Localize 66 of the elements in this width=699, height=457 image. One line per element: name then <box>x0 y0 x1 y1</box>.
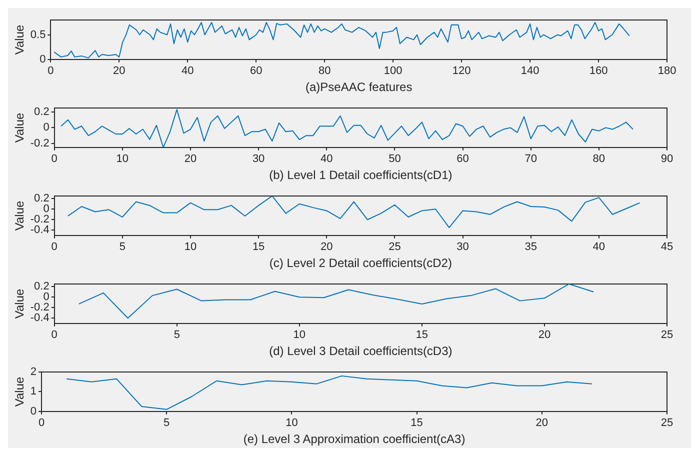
x-tick-label: 20 <box>184 153 197 166</box>
y-tick-label: 0 <box>43 122 50 134</box>
y-tick-label: 0 <box>40 53 46 66</box>
y-tick-label: 0.2 <box>34 280 50 293</box>
x-tick-label: 20 <box>320 241 333 254</box>
x-tick-label: 10 <box>286 417 298 430</box>
x-axis-title: (c) Level 2 Detail coefficients(cD2) <box>269 256 452 270</box>
y-tick-label: 0.5 <box>30 28 46 41</box>
x-tick-label: 120 <box>452 65 471 78</box>
x-tick-label: 35 <box>524 241 537 254</box>
x-tick-label: 140 <box>520 65 540 78</box>
x-tick-label: 30 <box>252 153 265 166</box>
x-axis-title: (d) Level 3 Detail coefficients(cD3) <box>269 344 452 358</box>
y-tick-label: 0 <box>30 405 37 418</box>
x-tick-label: 0 <box>51 153 58 166</box>
x-tick-label: 5 <box>174 329 180 342</box>
x-tick-label: 25 <box>660 417 674 430</box>
y-tick-label: 0 <box>43 291 50 304</box>
x-tick-label: 40 <box>592 241 606 254</box>
x-tick-label: 0 <box>51 329 58 342</box>
y-axis-title: Value <box>12 288 27 319</box>
x-tick-label: 10 <box>184 241 197 254</box>
y-tick-label: -0.2 <box>30 214 50 226</box>
y-tick-label: 0.2 <box>34 106 50 118</box>
y-axis-title: Value <box>12 200 27 231</box>
y-tick-label: 2 <box>30 366 37 378</box>
y-axis-title: Value <box>12 112 27 143</box>
y-tick-label: 1 <box>30 386 37 398</box>
x-tick-label: 5 <box>119 241 126 254</box>
x-tick-label: 50 <box>388 153 401 166</box>
y-axis-title: Value <box>12 376 27 407</box>
x-tick-label: 90 <box>660 153 674 166</box>
x-tick-label: 40 <box>320 153 333 166</box>
x-tick-label: 180 <box>658 65 676 78</box>
x-tick-label: 5 <box>164 417 170 430</box>
x-axis-title: (a)PseAAC features <box>305 80 412 94</box>
x-tick-label: 10 <box>293 329 306 342</box>
x-tick-label: 15 <box>416 329 428 342</box>
x-axis-title: (b) Level 1 Detail coefficients(cD1) <box>269 168 452 182</box>
x-tick-label: 20 <box>536 417 548 430</box>
x-tick-label: 10 <box>116 153 129 166</box>
x-tick-label: 80 <box>592 153 606 166</box>
x-tick-label: 0 <box>51 241 58 254</box>
x-tick-label: 60 <box>456 153 469 166</box>
y-tick-label: 0 <box>43 203 50 216</box>
y-tick-label: 0.2 <box>34 192 50 205</box>
x-tick-label: 15 <box>252 241 265 254</box>
x-tick-label: 80 <box>318 65 331 78</box>
x-tick-label: 25 <box>660 329 674 342</box>
x-tick-label: 160 <box>589 65 608 78</box>
x-tick-label: 25 <box>388 241 401 254</box>
x-tick-label: 45 <box>660 241 674 254</box>
x-tick-label: 30 <box>456 241 469 254</box>
y-tick-label: -0.4 <box>30 312 50 324</box>
y-tick-label: -0.2 <box>30 302 50 314</box>
x-tick-label: 70 <box>524 153 537 166</box>
y-tick-label: -0.4 <box>30 224 50 236</box>
x-axis-title: (e) Level 3 Approximation coefficient(cA3) <box>243 432 466 446</box>
x-tick-label: 40 <box>182 65 194 78</box>
y-axis-title: Value <box>12 24 27 55</box>
x-tick-label: 100 <box>384 65 402 78</box>
x-tick-label: 60 <box>250 65 262 78</box>
x-tick-label: 20 <box>113 65 126 78</box>
x-tick-label: 15 <box>410 417 423 430</box>
y-tick-label: -0.2 <box>30 137 50 150</box>
x-tick-label: 20 <box>538 329 551 342</box>
